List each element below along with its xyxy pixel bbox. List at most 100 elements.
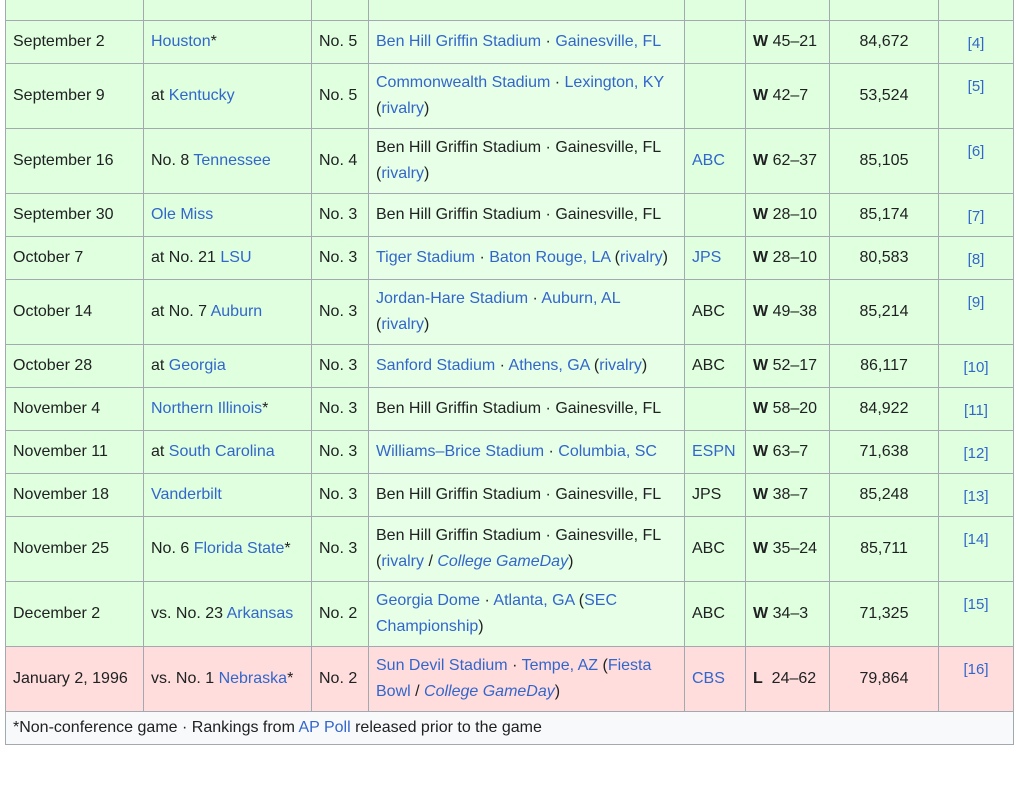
reference-cell: [4] — [938, 20, 1014, 64]
city-link[interactable]: Gainesville, FL — [555, 33, 662, 50]
site-note-link[interactable]: College GameDay — [437, 553, 569, 570]
result-cell: W 58–20 — [745, 387, 830, 431]
opponent-link[interactable]: Arkansas — [226, 605, 294, 622]
score: 34–3 — [772, 605, 809, 622]
city-link[interactable]: Baton Rouge, LA — [489, 249, 611, 266]
tv-network-link[interactable]: ABC — [692, 152, 725, 169]
stadium-name: Ben Hill Griffin Stadium — [376, 400, 542, 417]
game-date: November 18 — [5, 473, 144, 517]
tv-network-link[interactable]: ESPN — [692, 443, 736, 460]
opponent-link[interactable]: Florida State — [193, 540, 285, 557]
stadium-link[interactable]: Tiger Stadium — [376, 249, 475, 266]
site-note-link[interactable]: rivalry — [381, 165, 424, 182]
rank: No. 3 — [311, 387, 369, 431]
tv-network: ABC — [692, 605, 725, 622]
reference-link[interactable]: [12] — [963, 445, 989, 462]
stadium-link[interactable]: Commonwealth Stadium — [376, 74, 551, 91]
opponent-link[interactable]: Ole Miss — [151, 206, 214, 223]
reference-link[interactable]: [5] — [967, 78, 985, 95]
result-letter: W — [753, 400, 769, 417]
opponent-link[interactable]: Northern Illinois — [151, 400, 263, 417]
site-note-link[interactable]: Fiesta Bowl — [376, 657, 652, 700]
game-date: December 2 — [5, 581, 144, 647]
site-cell: Ben Hill Griffin Stadium · Gainesville, … — [368, 20, 685, 64]
footnote-prefix: *Non-conference game · Rankings from — [13, 719, 299, 736]
reference-link[interactable]: [8] — [967, 251, 985, 268]
city-link[interactable]: Columbia, SC — [558, 443, 657, 460]
result-letter: W — [753, 33, 769, 50]
attendance: 80,583 — [829, 236, 939, 280]
opponent-link[interactable]: Houston — [151, 33, 211, 50]
city-link[interactable]: Athens, GA — [508, 357, 590, 374]
site-note-link[interactable]: SEC Championship — [376, 592, 618, 635]
game-row: September 30 Ole Miss No. 3 Ben Hill Griffi… — [5, 193, 1014, 237]
site-cell: Sanford Stadium · Athens, GA (rivalry) — [368, 344, 685, 388]
reference-link[interactable]: [7] — [967, 208, 985, 225]
site-cell: Ben Hill Griffin Stadium · Gainesville, … — [368, 473, 685, 517]
city-name: Gainesville, FL — [555, 206, 662, 223]
site-note-link[interactable]: College GameDay — [424, 683, 555, 700]
city-link[interactable]: Tempe, AZ — [521, 657, 599, 674]
reference-link[interactable]: [10] — [963, 359, 989, 376]
site-note-link[interactable]: rivalry — [381, 553, 424, 570]
reference-link[interactable]: [15] — [963, 596, 989, 613]
site-note-link[interactable]: rivalry — [381, 316, 424, 333]
game-date: September 30 — [5, 193, 144, 237]
city-link[interactable]: Auburn, AL — [541, 290, 620, 307]
reference-cell: [5] — [938, 63, 1014, 129]
city-name: Gainesville, FL — [555, 400, 662, 417]
tv-network-link[interactable]: JPS — [692, 249, 722, 266]
result-cell: W 62–37 — [745, 128, 830, 194]
rank: No. 3 — [311, 344, 369, 388]
ap-poll-link[interactable]: AP Poll — [298, 719, 351, 736]
game-row: November 4 Northern Illinois* No. 3 Ben Hil… — [5, 387, 1014, 431]
attendance: 85,214 — [829, 279, 939, 345]
cell — [143, 0, 312, 21]
tv-network: JPS — [692, 486, 722, 503]
stadium-link[interactable]: Georgia Dome — [376, 592, 481, 609]
site-note-link[interactable]: rivalry — [381, 100, 424, 117]
stadium-link[interactable]: Sanford Stadium — [376, 357, 496, 374]
opponent-link[interactable]: LSU — [220, 249, 252, 266]
reference-link[interactable]: [13] — [963, 488, 989, 505]
cell — [684, 0, 746, 21]
opponent-link[interactable]: Vanderbilt — [151, 486, 222, 503]
opponent-link[interactable]: Auburn — [210, 303, 263, 320]
result-letter: W — [753, 152, 769, 169]
attendance: 84,672 — [829, 20, 939, 64]
game-date: September 2 — [5, 20, 144, 64]
opponent-link[interactable]: Georgia — [168, 357, 226, 374]
opponent-link[interactable]: Kentucky — [168, 87, 235, 104]
score: 63–7 — [772, 443, 809, 460]
reference-link[interactable]: [14] — [963, 531, 989, 548]
result-letter: W — [753, 357, 769, 374]
game-row: October 7 at No. 21 LSU No. 3 Tiger Stadium… — [5, 236, 1014, 280]
city-link[interactable]: Lexington, KY — [564, 74, 664, 91]
stadium-link[interactable]: Ben Hill Griffin Stadium — [376, 33, 542, 50]
city-link[interactable]: Atlanta, GA — [493, 592, 575, 609]
opponent-prefix: No. 6 — [151, 540, 194, 557]
opponent-link[interactable]: Nebraska — [218, 670, 288, 687]
reference-link[interactable]: [9] — [967, 294, 985, 311]
tv-network-link[interactable]: CBS — [692, 670, 725, 687]
site-cell: Ben Hill Griffin Stadium · Gainesville, … — [368, 128, 685, 194]
reference-link[interactable]: [4] — [967, 35, 985, 52]
opponent-prefix: at — [151, 443, 169, 460]
stadium-link[interactable]: Williams–Brice Stadium — [376, 443, 545, 460]
stadium-link[interactable]: Jordan-Hare Stadium — [376, 290, 529, 307]
site-note-link[interactable]: rivalry — [599, 357, 642, 374]
opponent-cell: vs. No. 23 Arkansas — [143, 581, 312, 647]
stadium-link[interactable]: Sun Devil Stadium — [376, 657, 508, 674]
opponent-link[interactable]: South Carolina — [168, 443, 275, 460]
reference-link[interactable]: [11] — [964, 402, 988, 419]
score: 24–62 — [771, 670, 817, 687]
result-cell: W 34–3 — [745, 581, 830, 647]
game-row: November 25 No. 6 Florida State* No. 3 Ben … — [5, 516, 1014, 582]
tv-cell: ABC — [684, 344, 746, 388]
site-note-link[interactable]: rivalry — [619, 249, 663, 266]
reference-link[interactable]: [16] — [963, 661, 989, 678]
reference-link[interactable]: [6] — [967, 143, 985, 160]
opponent-link[interactable]: Tennessee — [193, 152, 271, 169]
non-conference-marker: * — [210, 33, 217, 50]
game-date: October 14 — [5, 279, 144, 345]
